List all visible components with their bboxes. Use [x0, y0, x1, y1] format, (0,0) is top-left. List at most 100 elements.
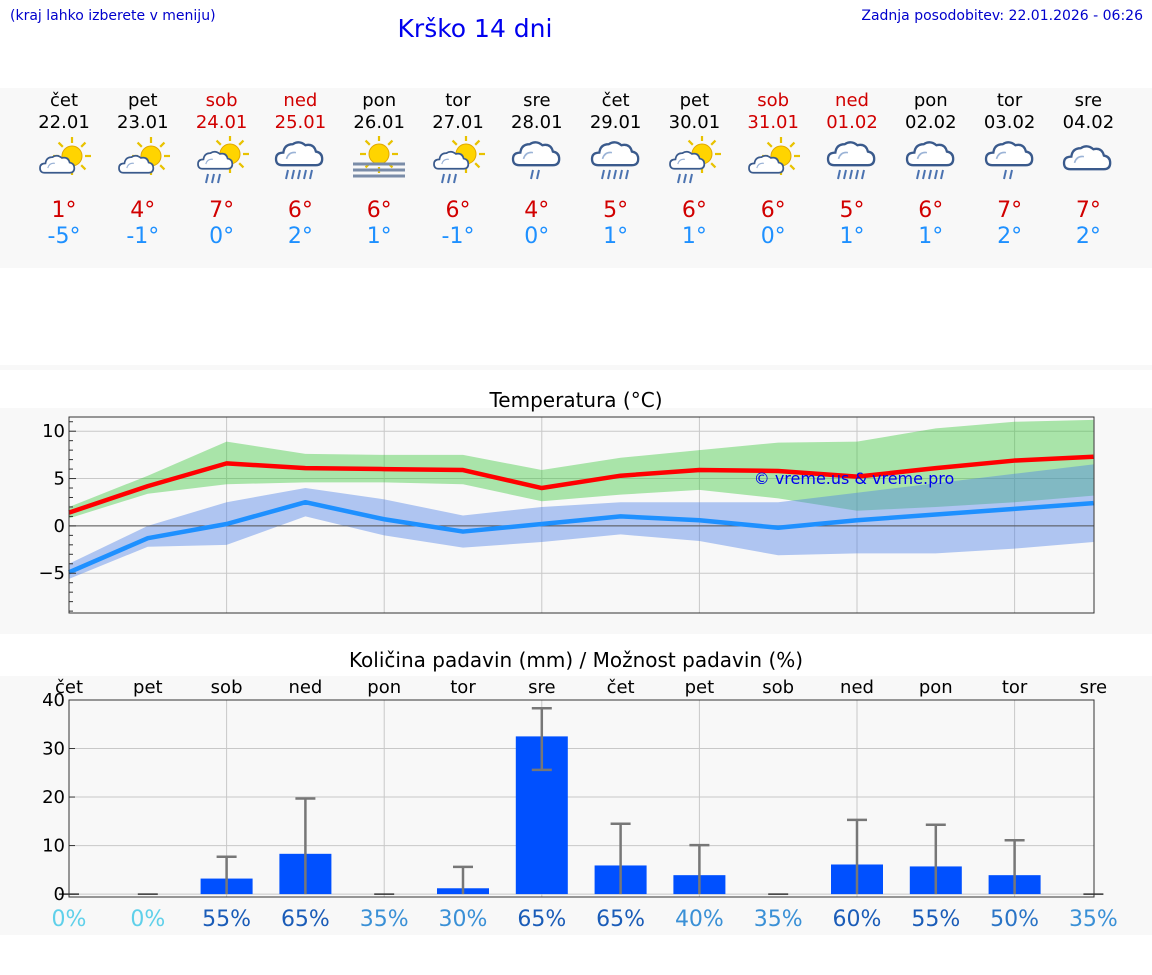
day-date: 03.02: [983, 112, 1036, 133]
day-name: pet: [679, 90, 710, 111]
cloud-rain-icon: [275, 141, 324, 180]
temp-min: -1°: [441, 224, 475, 249]
day-name: sob: [757, 90, 790, 111]
partly-cloudy-icon: [117, 137, 170, 175]
precip-probability: 30%: [439, 907, 488, 932]
day-name: pet: [128, 90, 158, 111]
min-temp-line: [68, 499, 1094, 575]
cloud-rain-icon: [590, 141, 639, 180]
y-tick-label: −5: [38, 563, 65, 584]
day-label: ned: [840, 677, 874, 698]
temp-max: 4°: [524, 198, 550, 223]
plot-area: [69, 700, 1094, 897]
day-name: tor: [996, 90, 1023, 111]
day-label: tor: [450, 677, 476, 698]
forecast-day: sob 24.01 7° 0°: [182, 88, 262, 250]
day-name: tor: [445, 90, 471, 111]
temperature-chart: −5 0 5 10 © vreme.us & vreme.pro: [38, 416, 1095, 614]
temp-min: 1°: [681, 224, 707, 249]
day-date: 25.01: [274, 112, 327, 133]
precip-probability: 65%: [281, 907, 330, 932]
day-label: sob: [211, 677, 243, 698]
forecast-day: sre 28.01 4° 0°: [497, 88, 577, 250]
partly-cloudy-rain-icon: [669, 136, 722, 184]
plot-frame: [68, 416, 1095, 614]
y-tick-label: 0: [54, 884, 65, 905]
temp-max: 6°: [366, 198, 392, 223]
day-label: pon: [367, 677, 401, 698]
temp-min: 0°: [209, 224, 235, 249]
forecast-day: tor 27.01 6° -1°: [418, 88, 498, 250]
max-temp-line: [68, 454, 1094, 515]
temp-max: 6°: [681, 198, 707, 223]
cloud-rain-icon: [826, 141, 876, 180]
day-name: ned: [835, 90, 869, 111]
partly-cloudy-rain-icon: [433, 136, 485, 184]
day-name: sre: [523, 90, 551, 111]
location-hint: (kraj lahko izberete v meniju): [10, 8, 216, 24]
max-range-band: [69, 419, 1094, 519]
forecast-day: ned 01.02 5° 1°: [812, 88, 892, 250]
forecast-day: sre 04.02 7° 2°: [1048, 88, 1128, 250]
day-date: 23.01: [117, 112, 169, 133]
temp-min: -5°: [47, 224, 81, 249]
day-name: sob: [205, 90, 238, 111]
day-date: 24.01: [195, 112, 248, 133]
forecast-day: sob 31.01 6° 0°: [733, 88, 813, 250]
temp-min: 0°: [760, 224, 786, 249]
y-tick-label: 30: [42, 739, 65, 760]
day-label: sob: [762, 677, 794, 698]
precip-probability: 65%: [517, 907, 566, 932]
cloud-light-rain-icon: [984, 141, 1033, 180]
precip-probability: 55%: [911, 907, 960, 932]
partly-cloudy-icon: [39, 137, 91, 175]
temp-max: 6°: [445, 198, 471, 223]
y-tick-label: 20: [42, 787, 65, 808]
day-label: sre: [1080, 677, 1107, 698]
y-tick-label: 10: [42, 836, 65, 857]
day-date: 26.01: [353, 112, 405, 133]
day-label: pet: [685, 677, 715, 698]
y-tick-label: 40: [42, 690, 65, 711]
forecast-strip: čet 22.01 1° -5° pet 23.01 4° -1° sob 24.01 7° 0…: [0, 88, 1152, 268]
watermark: © vreme.us & vreme.pro: [754, 469, 955, 488]
day-date: 29.01: [589, 112, 642, 133]
forecast-day: čet 29.01 5° 1°: [576, 88, 656, 250]
temp-max: 7°: [997, 198, 1023, 223]
day-name: čet: [49, 90, 79, 111]
forecast-day: tor 03.02 7° 2°: [970, 88, 1050, 250]
day-date: 27.01: [432, 112, 484, 133]
precip-probability: 50%: [990, 907, 1039, 932]
last-updated: Zadnja posodobitev: 22.01.2026 - 06:26: [861, 8, 1143, 24]
day-date: 28.01: [511, 112, 563, 133]
sun-fog-icon: [353, 136, 406, 178]
precip-probability: 35%: [1069, 907, 1118, 932]
temp-max: 4°: [130, 198, 156, 223]
temp-max: 5°: [839, 198, 865, 223]
day-label: sre: [528, 677, 555, 698]
plot-frame: [68, 699, 1095, 898]
y-tick-label: 0: [54, 516, 65, 537]
forecast-day: pet 30.01 6° 1°: [654, 88, 734, 250]
day-label: čet: [55, 677, 83, 698]
temp-min: 1°: [366, 224, 392, 249]
day-name: sre: [1074, 90, 1103, 111]
day-date: 04.02: [1062, 112, 1115, 133]
forecast-day: čet 22.01 1° -5°: [24, 88, 104, 250]
day-name: čet: [601, 90, 630, 111]
precip-probability: 0%: [52, 907, 87, 932]
precipitation-chart-title: Količina padavin (mm) / Možnost padavin …: [348, 648, 804, 672]
partly-cloudy-icon: [748, 137, 801, 175]
precip-probability: 55%: [202, 907, 251, 932]
day-label: pon: [919, 677, 953, 698]
temp-max: 6°: [760, 198, 786, 223]
day-label: čet: [607, 677, 635, 698]
day-label: ned: [288, 677, 322, 698]
temp-min: 1°: [839, 224, 865, 249]
precip-probability: 65%: [596, 907, 645, 932]
forecast-day: pon 26.01 6° 1°: [339, 88, 419, 250]
day-date: 30.01: [668, 112, 721, 133]
temperature-chart-title: Temperatura (°C): [489, 388, 663, 412]
temp-max: 7°: [1075, 198, 1101, 223]
